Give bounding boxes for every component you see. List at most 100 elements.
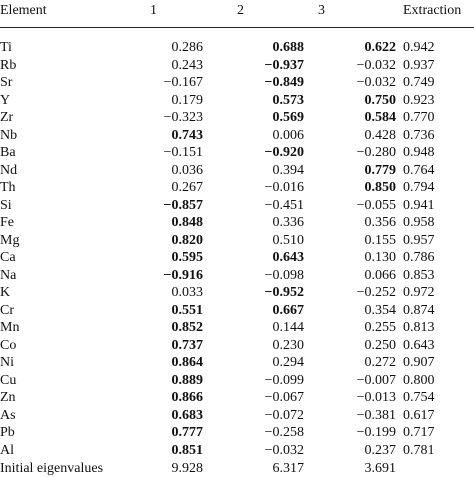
factor-3-cell: 0.155: [364, 232, 397, 248]
factor-2-cell: −0.016: [264, 180, 304, 196]
factor-3-cell: 0.779: [364, 162, 397, 178]
table-row: Sr −0.167 −0.849 −0.032 0.749: [0, 74, 474, 91]
factor-3-cell: −0.032: [356, 75, 396, 90]
extraction-cell: 0.948: [403, 145, 435, 161]
extraction-cell: 0.923: [403, 92, 435, 108]
extraction-cell: 0.786: [403, 250, 435, 266]
extraction-cell: 0.764: [403, 162, 435, 178]
element-cell: Cr: [0, 302, 14, 318]
factor-2-cell: −0.072: [264, 407, 304, 423]
element-cell: Y: [0, 92, 11, 108]
factor-3-cell: −0.381: [356, 407, 396, 423]
element-cell: Co: [0, 337, 17, 353]
factor-2-cell: 0.144: [272, 320, 305, 336]
table-row: Mg 0.820 0.510 0.155 0.957: [0, 232, 474, 249]
factor-2-cell: 0.667: [272, 302, 305, 318]
table-row: K 0.033 −0.952 −0.252 0.972: [0, 284, 474, 301]
factor-1-cell: 0.848: [171, 215, 204, 231]
factor-1-cell: 0.864: [171, 355, 204, 371]
factor-1-cell: 0.777: [171, 425, 204, 441]
factor-3-cell: −0.280: [356, 145, 396, 161]
table-row: Ni 0.864 0.294 0.272 0.907: [0, 354, 474, 371]
factor-3-cell: −0.055: [356, 197, 396, 213]
factor-1-cell: 0.737: [171, 337, 204, 353]
extraction-cell: 0.770: [403, 110, 435, 126]
element-cell: Nd: [0, 162, 18, 178]
extraction-cell: 0.754: [403, 390, 435, 406]
factor-1-cell: 0.889: [171, 372, 204, 388]
extraction-cell: 0.942: [403, 40, 435, 55]
table-row: Nd 0.036 0.394 0.779 0.764: [0, 162, 474, 179]
factor-3-cell: 0.130: [364, 250, 397, 266]
element-cell: Al: [0, 443, 14, 458]
factor-2-cell: 0.230: [272, 337, 305, 353]
factor-1-cell: 0.820: [171, 232, 204, 248]
factor-3-cell: 0.255: [364, 320, 397, 336]
factor-1-cell: 0.551: [171, 302, 204, 318]
table-row: Ti 0.286 0.688 0.622 0.942: [0, 39, 474, 56]
factor-3-cell: −0.252: [356, 285, 396, 301]
factor-3-cell: 0.750: [364, 92, 397, 108]
factor-3-cell: 0.066: [364, 267, 397, 283]
factor-2-cell: −0.920: [264, 145, 304, 161]
factor-2-cell: −0.098: [264, 267, 304, 283]
factor-2-cell: −0.849: [264, 75, 304, 90]
extraction-cell: 0.781: [403, 443, 435, 458]
element-cell: K: [0, 285, 11, 301]
factor-2-cell: 0.643: [272, 250, 305, 266]
factor-2-cell: −0.952: [264, 285, 304, 301]
factor-1-cell: 0.683: [171, 407, 204, 423]
factor-3-cell: 0.356: [364, 215, 397, 231]
eigenvalues-row: Initial eigenvalues 9.928 6.317 3.691: [0, 460, 474, 477]
factor-3-cell: −0.199: [356, 425, 396, 441]
extraction-cell: 0.937: [403, 57, 435, 73]
element-cell: Ca: [0, 250, 16, 266]
table-row: Cr 0.551 0.667 0.354 0.874: [0, 302, 474, 319]
extraction-cell: 0.736: [403, 127, 435, 143]
factor-1-cell: 0.267: [171, 180, 204, 196]
factor-3-cell: 0.622: [364, 40, 397, 55]
table-row: Zn 0.866 −0.067 −0.013 0.754: [0, 389, 474, 406]
factor-1-cell: −0.323: [163, 110, 203, 126]
extraction-cell: 0.717: [403, 425, 435, 441]
element-cell: Zn: [0, 390, 16, 406]
factor-3-cell: −0.013: [356, 390, 396, 406]
factor-2-cell: 0.569: [272, 110, 305, 126]
header-rule: [0, 27, 474, 28]
table-row: Si −0.857 −0.451 −0.055 0.941: [0, 197, 474, 214]
factor-2-cell: 0.688: [272, 40, 305, 55]
element-cell: Sr: [0, 75, 13, 90]
extraction-cell: 0.800: [403, 372, 435, 388]
extraction-cell: 0.874: [403, 302, 435, 318]
factor-3-cell: 0.250: [364, 337, 397, 353]
factor-1-cell: 0.866: [171, 390, 204, 406]
factor-3-cell: −0.007: [356, 372, 396, 388]
factor-3-cell: 0.354: [364, 302, 397, 318]
element-cell: Pb: [0, 425, 15, 441]
element-cell: Fe: [0, 215, 14, 231]
factor-2-cell: −0.032: [264, 443, 304, 458]
header-factor-3: 3: [318, 3, 325, 18]
element-cell: Rb: [0, 57, 17, 73]
factor-3-cell: 0.850: [364, 180, 397, 196]
factor-2-cell: 6.317: [272, 460, 305, 476]
element-cell: Nb: [0, 127, 18, 143]
header-factor-2: 2: [237, 3, 244, 18]
factor-2-cell: −0.937: [264, 57, 304, 73]
factor-1-cell: 0.743: [171, 127, 204, 143]
factor-2-cell: −0.258: [264, 425, 304, 441]
table-row: Co 0.737 0.230 0.250 0.643: [0, 337, 474, 354]
table-row: Zr −0.323 0.569 0.584 0.770: [0, 109, 474, 126]
extraction-cell: 0.794: [403, 180, 435, 196]
factor-3-cell: 0.428: [364, 127, 397, 143]
element-cell: Th: [0, 180, 16, 196]
header-extraction: Extraction: [403, 3, 462, 18]
factor-2-cell: 0.294: [272, 355, 305, 371]
factor-1-cell: −0.916: [163, 267, 203, 283]
element-cell: Initial eigenvalues: [0, 460, 104, 476]
factor-1-cell: −0.857: [163, 197, 203, 213]
table-row: Cu 0.889 −0.099 −0.007 0.800: [0, 372, 474, 389]
element-cell: Na: [0, 267, 17, 283]
element-cell: As: [0, 407, 16, 423]
